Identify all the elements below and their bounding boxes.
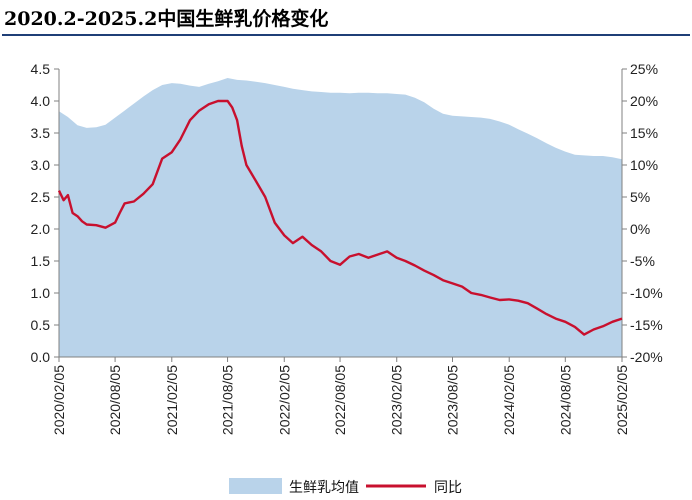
x-tick-label: 2021/02/05 — [164, 365, 180, 435]
x-tick-label: 2021/08/05 — [220, 365, 236, 435]
x-tick-label: 2025/02/05 — [614, 365, 630, 435]
y-right-tick-label: 10% — [630, 157, 658, 173]
x-tick-label: 2020/02/05 — [51, 365, 67, 435]
legend-line-label: 同比 — [434, 480, 462, 496]
series-area-fresh-milk-price — [59, 78, 622, 357]
y-right-tick-label: 0% — [630, 221, 650, 237]
legend-area-label: 生鲜乳均值 — [289, 480, 359, 496]
y-left-tick-label: 3.0 — [31, 157, 51, 173]
x-tick-label: 2022/02/05 — [276, 365, 292, 435]
y-left-tick-label: 3.5 — [31, 125, 51, 141]
y-left-tick-label: 2.5 — [31, 189, 51, 205]
y-right-tick-label: -10% — [630, 285, 663, 301]
y-left-tick-label: 0.5 — [31, 317, 51, 333]
y-right-tick-label: 15% — [630, 125, 658, 141]
y-left-tick-label: 4.5 — [31, 61, 51, 77]
series-line-yoy — [57, 99, 623, 336]
y-left-tick-label: 4.0 — [31, 93, 51, 109]
y-left-tick-label: 2.0 — [31, 221, 51, 237]
y-left-tick-label: 1.5 — [31, 253, 51, 269]
line-layer — [57, 99, 623, 336]
y-left-tick-label: 1.0 — [31, 285, 51, 301]
title-underline — [2, 34, 690, 36]
y-right-tick-label: 25% — [630, 61, 658, 77]
x-tick-label: 2020/08/05 — [107, 365, 123, 435]
y-right-tick-label: 5% — [630, 189, 650, 205]
x-tick-label: 2024/08/05 — [557, 365, 573, 435]
x-tick-label: 2023/02/05 — [389, 365, 405, 435]
chart-title: 2020.2-2025.2中国生鲜乳价格变化 — [4, 8, 329, 30]
tick-layer: 0.0 0.5 1.0 1.5 2.0 2.5 3.0 3.5 4.0 4.5 25% 20% 15% 1… — [31, 61, 663, 435]
area-layer — [59, 78, 622, 357]
x-tick-label: 2024/02/05 — [501, 365, 517, 435]
y-left-tick-label: 0.0 — [31, 349, 51, 365]
y-right-tick-label: -5% — [630, 253, 655, 269]
legend: 生鲜乳均值 同比 — [229, 478, 462, 496]
y-right-tick-label: -15% — [630, 317, 663, 333]
y-right-tick-label: 20% — [630, 93, 658, 109]
x-tick-label: 2023/08/05 — [445, 365, 461, 435]
legend-area-swatch — [229, 478, 282, 494]
y-right-tick-label: -20% — [630, 349, 663, 365]
x-tick-label: 2022/08/05 — [332, 365, 348, 435]
